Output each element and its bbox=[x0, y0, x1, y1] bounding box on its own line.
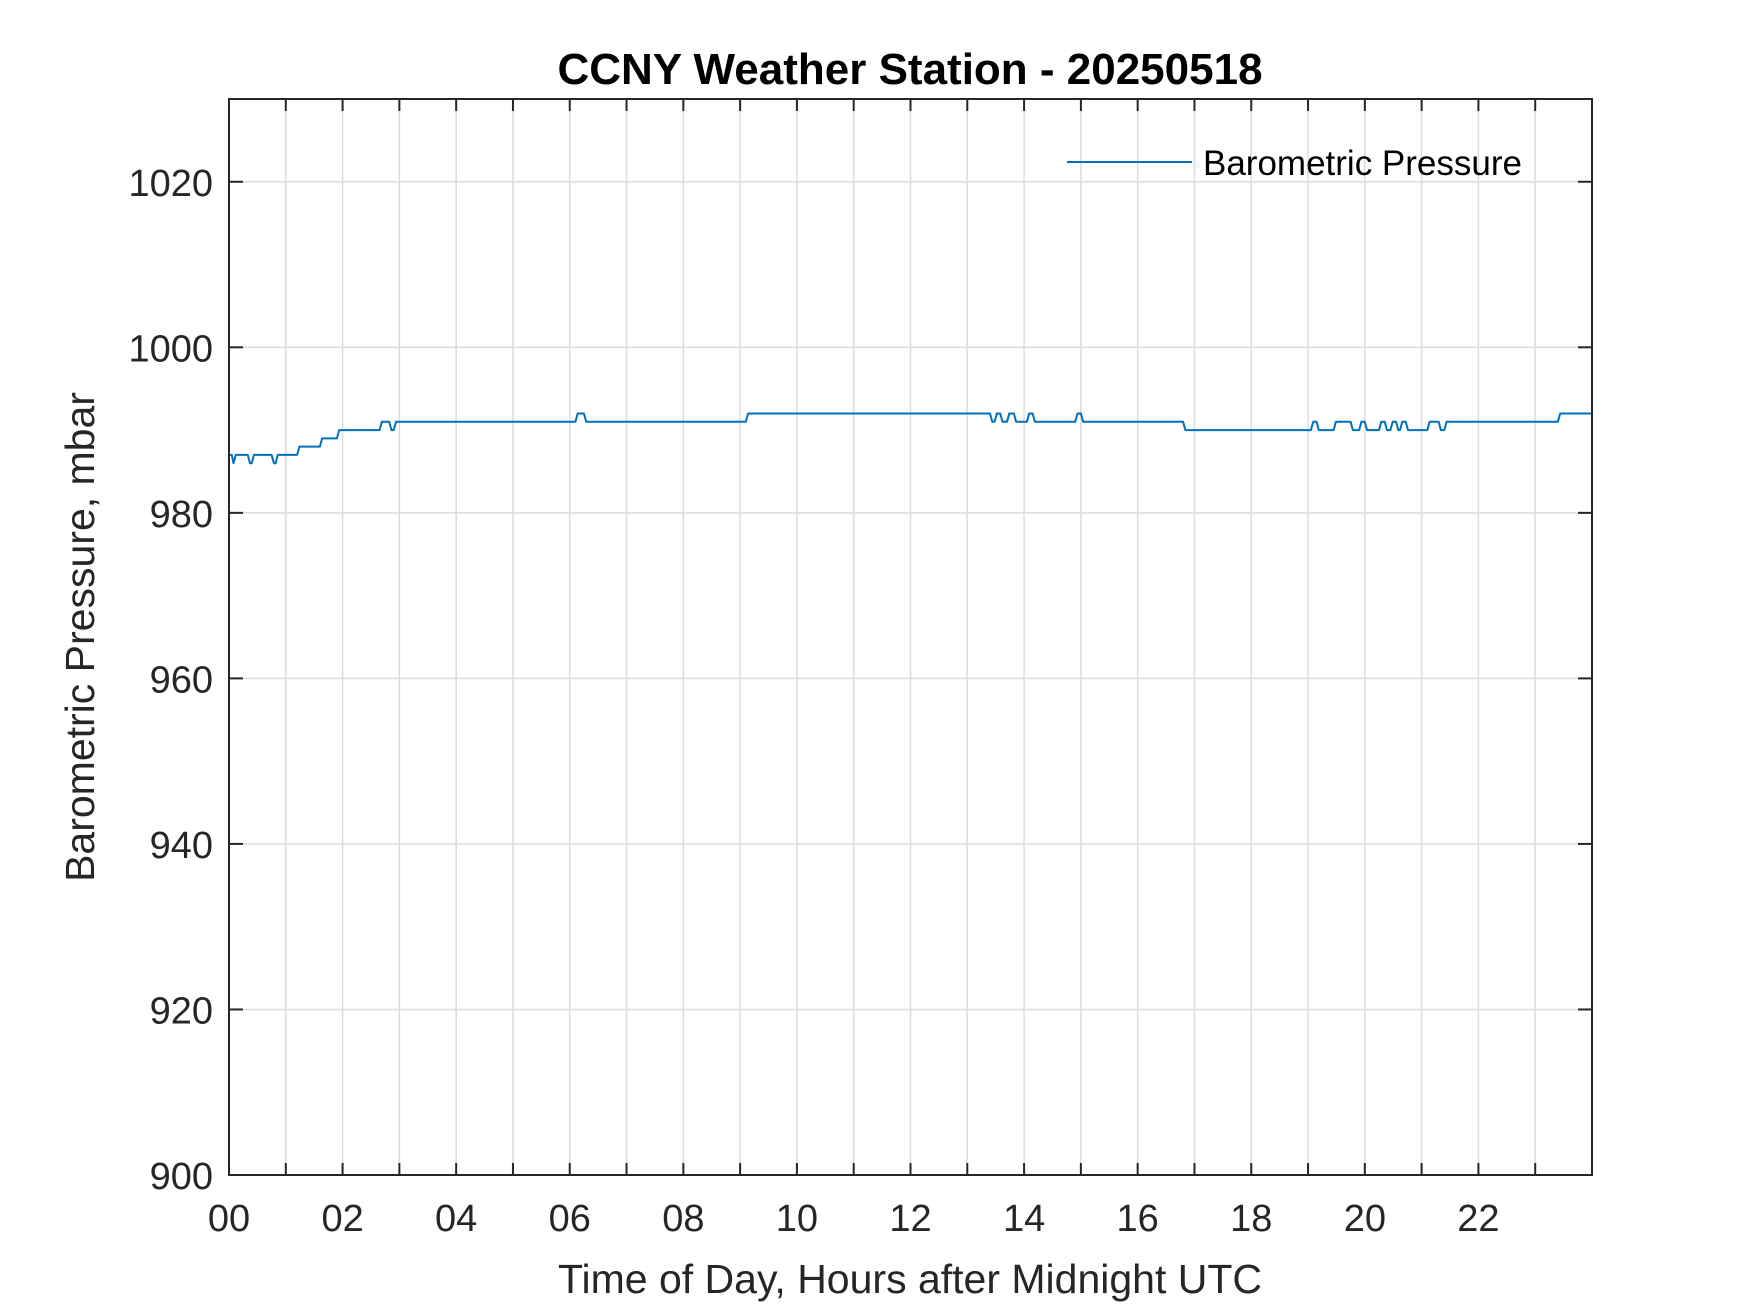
y-tick-label: 980 bbox=[150, 494, 213, 536]
series-layer bbox=[229, 412, 1592, 465]
series-line-barometric-pressure bbox=[229, 412, 1592, 465]
x-tick-label: 22 bbox=[1457, 1198, 1499, 1240]
y-tick-label: 900 bbox=[150, 1156, 213, 1198]
y-tick-labels: 900 920 940 960 980 1000 1020 bbox=[128, 163, 213, 1198]
x-tick-label: 14 bbox=[1003, 1198, 1045, 1240]
x-tick-label: 08 bbox=[662, 1198, 704, 1240]
chart-title: CCNY Weather Station - 20250518 bbox=[557, 45, 1262, 94]
axis-ticks bbox=[228, 99, 1593, 1176]
x-axis-label: Time of Day, Hours after Midnight UTC bbox=[558, 1256, 1262, 1302]
x-tick-label: 00 bbox=[208, 1198, 250, 1240]
legend-label-barometric-pressure: Barometric Pressure bbox=[1203, 144, 1522, 183]
x-tick-labels: 00 02 04 06 08 10 12 14 16 18 20 22 bbox=[208, 1198, 1500, 1240]
y-tick-label: 1000 bbox=[128, 328, 213, 370]
x-tick-label: 16 bbox=[1117, 1198, 1159, 1240]
grid-lines bbox=[229, 99, 1592, 1175]
y-tick-label: 920 bbox=[150, 990, 213, 1032]
x-tick-label: 04 bbox=[435, 1198, 477, 1240]
x-tick-label: 06 bbox=[549, 1198, 591, 1240]
y-axis-label: Barometric Pressure, mbar bbox=[57, 392, 103, 882]
legend: Barometric Pressure bbox=[1067, 144, 1522, 183]
x-tick-label: 12 bbox=[889, 1198, 931, 1240]
y-tick-label: 1020 bbox=[128, 163, 213, 205]
x-tick-label: 02 bbox=[321, 1198, 363, 1240]
y-tick-label: 940 bbox=[150, 825, 213, 867]
x-tick-label: 20 bbox=[1344, 1198, 1386, 1240]
x-tick-label: 10 bbox=[776, 1198, 818, 1240]
x-tick-label: 18 bbox=[1230, 1198, 1272, 1240]
y-tick-label: 960 bbox=[150, 659, 213, 701]
